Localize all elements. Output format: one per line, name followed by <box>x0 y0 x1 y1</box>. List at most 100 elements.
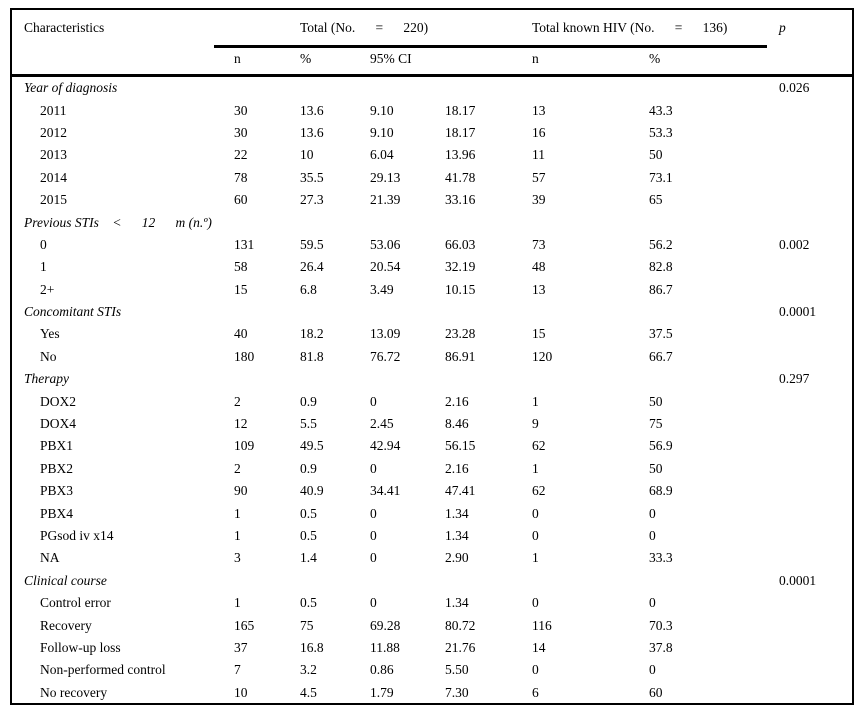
row-value: 66.7 <box>649 348 673 364</box>
row-label: 0 <box>40 236 47 252</box>
row-value: 3.49 <box>370 281 394 297</box>
subheader-hiv-pct-label: % <box>649 50 661 66</box>
row-value: 18.17 <box>445 124 476 140</box>
row-value: 53.06 <box>370 236 401 252</box>
row-value: 5.5 <box>300 416 317 432</box>
row-label: PBX1 <box>40 438 74 454</box>
row-value: 180 <box>234 348 255 364</box>
row-value: 78 <box>234 169 248 185</box>
row-value: 50 <box>649 460 663 476</box>
row-value: 1 <box>532 460 539 476</box>
row-value: 81.8 <box>300 348 324 364</box>
row-value: 21.39 <box>370 192 401 208</box>
row-value: 16.8 <box>300 639 324 655</box>
row-value: 0 <box>532 505 539 521</box>
row-value: 32.19 <box>445 259 476 275</box>
row-value: 73 <box>532 236 546 252</box>
row-value: 37 <box>234 639 248 655</box>
row-label: 2014 <box>40 169 67 185</box>
row-value: 29.13 <box>370 169 401 185</box>
row-value: 90 <box>234 483 248 499</box>
row-value: 2 <box>234 460 241 476</box>
row-value: 15 <box>234 281 248 297</box>
header-sub-row: n % 95% CI n % <box>12 46 852 71</box>
row-label: 2+ <box>40 281 55 297</box>
row-value: 86.7 <box>649 281 673 297</box>
row-value: 0 <box>532 662 539 678</box>
header-group-row: Characteristics Total (No. = 220) Total … <box>12 10 852 46</box>
row-value: 11 <box>532 147 545 163</box>
row-value: 53.3 <box>649 124 673 140</box>
row-label: DOX4 <box>40 416 76 432</box>
row-label: Concomitant STIs <box>24 304 122 320</box>
row-value: 6.04 <box>370 147 394 163</box>
row-value: 82.8 <box>649 259 673 275</box>
row-value: 33.3 <box>649 550 673 566</box>
row-value: 1 <box>234 505 241 521</box>
table-row: 2013 22 10 6.04 13.96 11 50 <box>12 144 852 166</box>
table-row: DOX4 12 5.5 2.45 8.46 9 75 <box>12 413 852 435</box>
table-header: Characteristics Total (No. = 220) Total … <box>12 10 852 77</box>
row-label: No <box>40 348 57 364</box>
row-value: 10 <box>234 684 248 700</box>
row-label: NA <box>40 550 60 566</box>
row-value: 0 <box>370 595 377 611</box>
header-hiv-group-label: Total known HIV (No. = 136) <box>532 20 728 35</box>
table-row: 2011 30 13.6 9.10 18.17 13 43.3 <box>12 99 852 121</box>
row-value: 0.0001 <box>779 572 817 588</box>
row-value: 1.79 <box>370 684 394 700</box>
row-value: 48 <box>532 259 546 275</box>
row-value: 75 <box>300 617 314 633</box>
row-value: 6 <box>532 684 539 700</box>
row-value: 16 <box>532 124 546 140</box>
row-label: Yes <box>40 326 60 342</box>
row-value: 0.297 <box>779 371 810 387</box>
header-characteristics-label: Characteristics <box>24 20 105 35</box>
row-label: Recovery <box>40 617 92 633</box>
table-row: PBX2 2 0.9 0 2.16 1 50 <box>12 458 852 480</box>
table-row: Recovery 165 75 69.28 80.72 116 70.3 <box>12 614 852 636</box>
row-value: 23.28 <box>445 326 476 342</box>
row-value: 0.9 <box>300 393 317 409</box>
row-value: 42.94 <box>370 438 401 454</box>
row-label: PBX2 <box>40 460 74 476</box>
table-row: Yes 40 18.2 13.09 23.28 15 37.5 <box>12 323 852 345</box>
row-value: 120 <box>532 348 553 364</box>
header-spanner-rule <box>214 45 767 48</box>
row-value: 0.5 <box>300 528 317 543</box>
row-value: 41.78 <box>445 169 476 185</box>
row-value: 3.2 <box>300 662 317 678</box>
row-value: 58 <box>234 259 248 275</box>
row-label: 2012 <box>40 124 67 140</box>
row-value: 2.16 <box>445 460 469 476</box>
row-label: 2013 <box>40 147 67 163</box>
row-value: 0.5 <box>300 595 317 611</box>
row-value: 10.15 <box>445 281 476 297</box>
table-row: No 180 81.8 76.72 86.91 120 66.7 <box>12 346 852 368</box>
subheader-ci-label: 95% CI <box>370 50 412 66</box>
row-value: 13 <box>532 281 546 297</box>
table-row: 2012 30 13.6 9.10 18.17 16 53.3 <box>12 122 852 144</box>
row-value: 70.3 <box>649 617 673 633</box>
row-value: 0 <box>370 550 377 566</box>
stats-table: Characteristics Total (No. = 220) Total … <box>10 8 854 705</box>
row-value: 18.2 <box>300 326 324 342</box>
row-label: Clinical course <box>24 572 107 588</box>
row-value: 7.30 <box>445 684 469 700</box>
subheader-n-label: n <box>234 50 241 66</box>
row-value: 11.88 <box>370 639 400 655</box>
row-value: 0.002 <box>779 236 810 252</box>
row-value: 3 <box>234 550 241 566</box>
row-value: 33.16 <box>445 192 476 208</box>
row-value: 0 <box>649 505 656 521</box>
row-value: 80.72 <box>445 617 476 633</box>
row-value: 0.9 <box>300 460 317 476</box>
row-value: 37.8 <box>649 639 673 655</box>
table-row: 2015 60 27.3 21.39 33.16 39 65 <box>12 189 852 211</box>
row-value: 62 <box>532 438 546 454</box>
row-value: 0.86 <box>370 662 394 678</box>
row-value: 165 <box>234 617 255 633</box>
row-value: 2.16 <box>445 393 469 409</box>
row-label: Follow-up loss <box>40 639 121 655</box>
row-value: 131 <box>234 236 255 252</box>
